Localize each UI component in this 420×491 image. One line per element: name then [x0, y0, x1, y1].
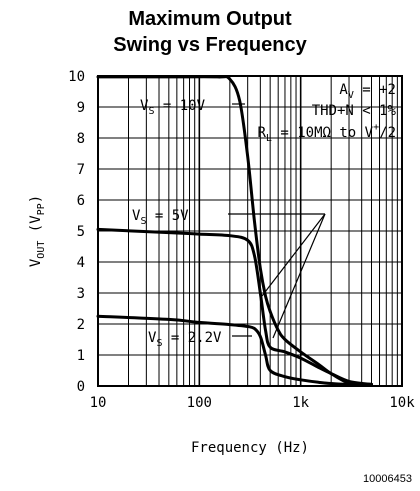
- x-axis-label: Frequency (Hz): [191, 440, 309, 456]
- series-curve-5v: [96, 227, 373, 386]
- plot-frame: [97, 75, 403, 387]
- chart-title-line1: Maximum Output: [128, 8, 292, 30]
- y-tick-label: 3: [77, 286, 85, 302]
- figure-id: 10006453: [363, 473, 412, 485]
- leader-5v-to-10v-curve: [261, 213, 326, 297]
- y-tick-label: 9: [77, 100, 85, 116]
- x-tick-label: 10k: [389, 395, 415, 411]
- series-curve-10v: [96, 75, 373, 386]
- y-tick-label: 6: [77, 193, 85, 209]
- y-tick-label: 8: [77, 131, 85, 147]
- y-tick-label: 2: [77, 317, 85, 333]
- y-tick-label: 5: [77, 224, 85, 240]
- annotation-gain: AV = +2: [339, 82, 396, 101]
- leader-5v-to-5v-curve: [272, 213, 326, 339]
- series-label-2-2v: VS = 2.2V: [148, 330, 222, 349]
- chart-title-line2: Swing vs Frequency: [113, 34, 307, 56]
- grid: [98, 76, 402, 386]
- series-label-10v: VS = 10V: [140, 98, 206, 117]
- y-tick-label: 10: [68, 69, 85, 85]
- x-tick-label: 10: [90, 395, 107, 411]
- label-leaders: [228, 103, 326, 339]
- y-tick-label: 0: [77, 379, 85, 395]
- series-label-5v: VS = 5V: [132, 208, 189, 227]
- y-tick-label: 1: [77, 348, 85, 364]
- y-axis-label: VOUT (VPP): [28, 195, 47, 267]
- y-tick-label: 4: [77, 255, 85, 271]
- series-group: [96, 75, 373, 386]
- annotation-thd: THD+N < 1%: [312, 103, 397, 119]
- x-tick-label: 1k: [292, 395, 309, 411]
- annotation-load: RL = 10MΩ to V+/2: [257, 122, 396, 144]
- x-tick-label: 100: [187, 395, 212, 411]
- series-curve-2-2v: [96, 314, 373, 386]
- y-tick-label: 7: [77, 162, 85, 178]
- ticks: 10 100 1k 10k 0 1 2 3 4 5 6 7 8 9 10: [68, 69, 415, 411]
